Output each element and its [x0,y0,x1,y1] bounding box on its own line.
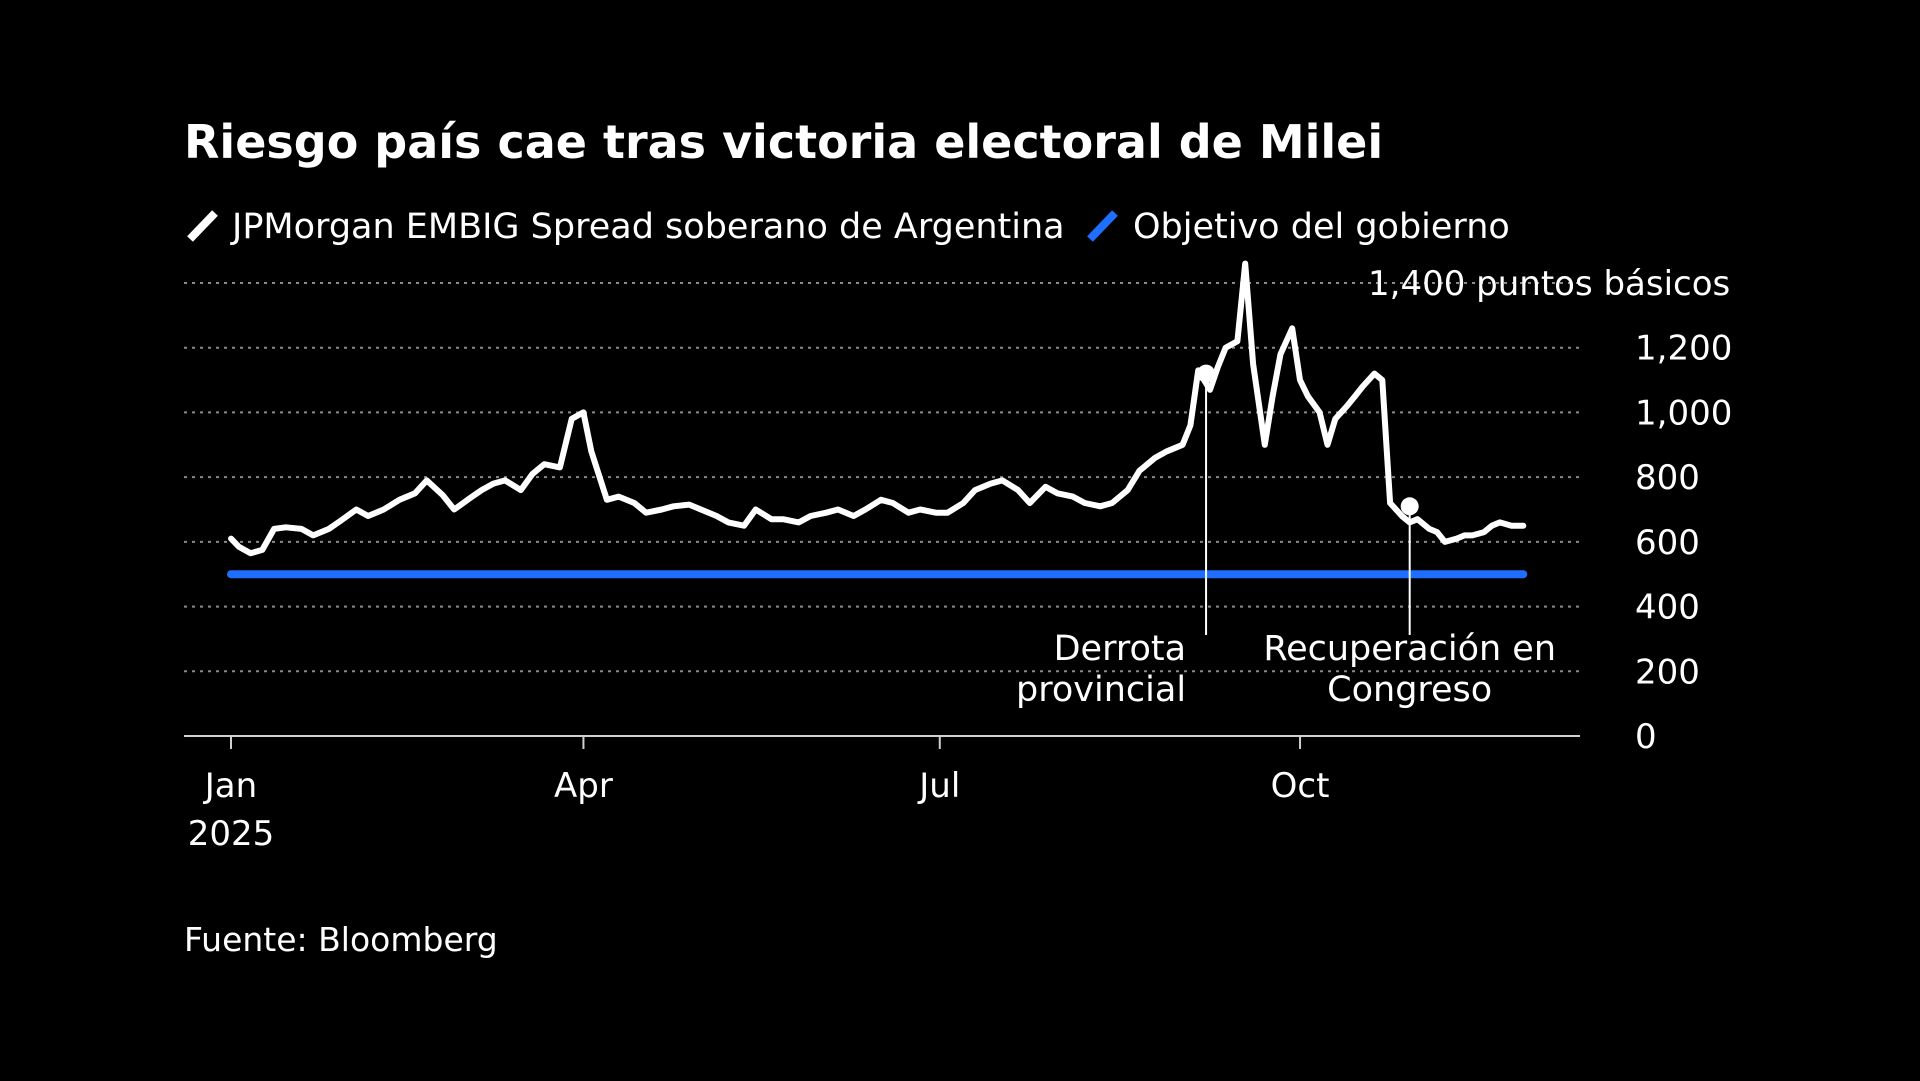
annotation-label: Derrota [1054,629,1186,669]
legend-swatch-target [1087,210,1118,242]
x-tick-label: Apr [554,766,613,806]
x-tick-label: Jul [917,766,960,806]
series-line-spread [228,260,1527,557]
y-axis-unit-label: 1,400 puntos básicos [1368,264,1730,304]
series-layer [227,260,1528,579]
y-axis: 0 200 400 600 800 1,000 1,200 1,400 puntos bási… [1368,264,1732,757]
y-tick-label: 1,200 [1635,329,1732,369]
y-tick-label: 200 [1635,652,1700,692]
annotation-marker [1400,497,1419,516]
legend-label-target: Objetivo del gobierno [1133,207,1510,247]
annotation-marker [1197,364,1216,383]
legend-label-spread: JPMorgan EMBIG Spread soberano de Argent… [230,207,1065,247]
y-tick-label: 1,000 [1635,393,1732,433]
x-axis: Jan 2025 Apr Jul Oct [184,735,1580,854]
y-tick-label: 800 [1635,458,1700,498]
annotation-label: provincial [1016,670,1186,710]
x-tick-label: Oct [1271,766,1330,806]
y-tick-label: 600 [1635,523,1700,563]
legend-swatch-spread [187,210,218,242]
source-note: Fuente: Bloomberg [184,920,498,959]
chart-title: Riesgo país cae tras victoria electoral … [184,115,1383,169]
y-tick-label: 0 [1635,717,1657,757]
gridlines [184,282,1580,673]
y-tick-label: 400 [1635,588,1700,628]
annotation-label: Recuperación en [1263,629,1556,669]
annotation-label: Congreso [1327,670,1492,710]
x-tick-label: Jan [203,766,257,806]
x-tick-sublabel: 2025 [188,814,275,854]
legend: JPMorgan EMBIG Spread soberano de Argent… [187,207,1510,247]
